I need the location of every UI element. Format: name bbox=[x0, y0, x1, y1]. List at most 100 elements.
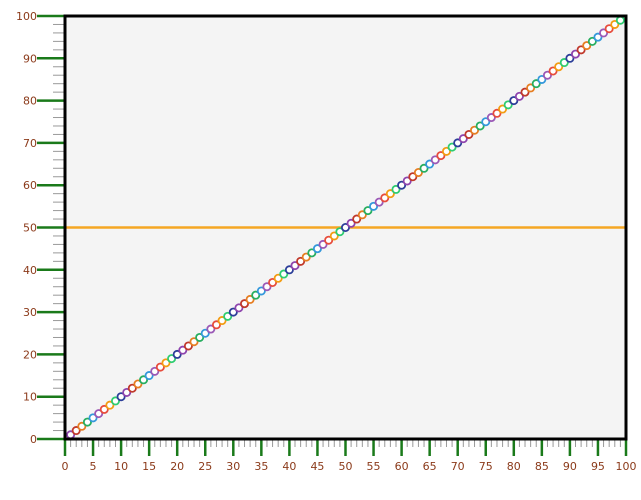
data-point bbox=[82, 417, 92, 427]
data-point bbox=[189, 337, 199, 347]
y-tick-label: 0 bbox=[30, 433, 37, 446]
data-point bbox=[195, 332, 205, 342]
data-point bbox=[514, 91, 524, 101]
data-point bbox=[369, 201, 379, 211]
data-point bbox=[94, 409, 104, 419]
data-point bbox=[402, 176, 412, 186]
data-point bbox=[116, 392, 126, 402]
data-point bbox=[441, 146, 451, 156]
data-point bbox=[324, 235, 334, 245]
plot-frame bbox=[63, 14, 628, 441]
data-point bbox=[447, 142, 457, 152]
data-point bbox=[200, 328, 210, 338]
x-tick-label: 55 bbox=[367, 460, 381, 473]
data-point bbox=[335, 227, 345, 237]
data-point bbox=[380, 193, 390, 203]
data-point bbox=[391, 184, 401, 194]
data-point bbox=[565, 53, 575, 63]
data-point bbox=[352, 214, 362, 224]
data-point bbox=[436, 151, 446, 161]
y-tick-label: 90 bbox=[23, 52, 37, 65]
data-point bbox=[430, 155, 440, 165]
data-point bbox=[470, 125, 480, 135]
data-point bbox=[139, 375, 149, 385]
data-point bbox=[161, 358, 171, 368]
x-tick-label: 10 bbox=[114, 460, 128, 473]
data-point bbox=[509, 96, 519, 106]
data-point bbox=[183, 341, 193, 351]
data-point bbox=[206, 324, 216, 334]
x-tick-label: 95 bbox=[591, 460, 605, 473]
data-point bbox=[307, 248, 317, 258]
data-point bbox=[413, 168, 423, 178]
x-tick-label: 5 bbox=[90, 460, 97, 473]
y-tick-label: 40 bbox=[23, 264, 37, 277]
x-tick-label: 0 bbox=[62, 460, 69, 473]
data-point bbox=[587, 36, 597, 46]
y-tick-label: 80 bbox=[23, 95, 37, 108]
data-point bbox=[419, 163, 429, 173]
data-point bbox=[240, 299, 250, 309]
data-point bbox=[464, 129, 474, 139]
x-axis-tick-labels: 0 5 10 15 20 25 30 35 40 45 50 55 60 65 70 75 80 85 90 95 10… bbox=[62, 460, 637, 473]
data-point bbox=[172, 349, 182, 359]
y-tick-label: 10 bbox=[23, 391, 37, 404]
y-tick-label: 70 bbox=[23, 137, 37, 150]
data-point bbox=[571, 49, 581, 59]
x-tick-label: 100 bbox=[616, 460, 637, 473]
x-tick-label: 30 bbox=[226, 460, 240, 473]
y-axis-tick-labels: 0 10 20 30 40 50 60 70 80 90 100 bbox=[16, 10, 37, 446]
data-point bbox=[397, 180, 407, 190]
data-point bbox=[178, 345, 188, 355]
data-point bbox=[279, 269, 289, 279]
data-point bbox=[537, 74, 547, 84]
data-point bbox=[408, 172, 418, 182]
data-point bbox=[301, 252, 311, 262]
data-point bbox=[526, 83, 536, 93]
data-point bbox=[520, 87, 530, 97]
data-point bbox=[610, 19, 620, 29]
data-point bbox=[223, 311, 233, 321]
x-tick-label: 25 bbox=[198, 460, 212, 473]
data-point bbox=[296, 256, 306, 266]
data-point bbox=[268, 277, 278, 287]
data-point bbox=[273, 273, 283, 283]
data-point bbox=[245, 294, 255, 304]
data-point bbox=[133, 379, 143, 389]
data-point bbox=[312, 244, 322, 254]
data-point bbox=[318, 239, 328, 249]
data-point bbox=[290, 261, 300, 271]
data-point bbox=[228, 307, 238, 317]
x-tick-label: 80 bbox=[507, 460, 521, 473]
data-point bbox=[576, 45, 586, 55]
data-point bbox=[559, 58, 569, 68]
data-point bbox=[105, 400, 115, 410]
data-point bbox=[155, 362, 165, 372]
y-tick-label: 50 bbox=[23, 222, 37, 235]
data-point bbox=[127, 383, 137, 393]
data-point bbox=[425, 159, 435, 169]
data-point bbox=[284, 265, 294, 275]
data-point bbox=[110, 396, 120, 406]
data-point bbox=[582, 41, 592, 51]
x-tick-label: 60 bbox=[395, 460, 409, 473]
data-point bbox=[251, 290, 261, 300]
data-point bbox=[99, 404, 109, 414]
data-point bbox=[554, 62, 564, 72]
data-point bbox=[458, 134, 468, 144]
data-point bbox=[357, 210, 367, 220]
data-point bbox=[363, 206, 373, 216]
x-tick-label: 75 bbox=[479, 460, 493, 473]
minor-ticks bbox=[53, 23, 621, 447]
data-point bbox=[144, 371, 154, 381]
data-point bbox=[234, 303, 244, 313]
major-ticks bbox=[37, 14, 628, 456]
data-point bbox=[167, 354, 177, 364]
x-tick-label: 90 bbox=[563, 460, 577, 473]
data-point bbox=[150, 366, 160, 376]
x-tick-label: 85 bbox=[535, 460, 549, 473]
data-point bbox=[256, 286, 266, 296]
x-tick-label: 15 bbox=[142, 460, 156, 473]
data-point bbox=[503, 100, 513, 110]
